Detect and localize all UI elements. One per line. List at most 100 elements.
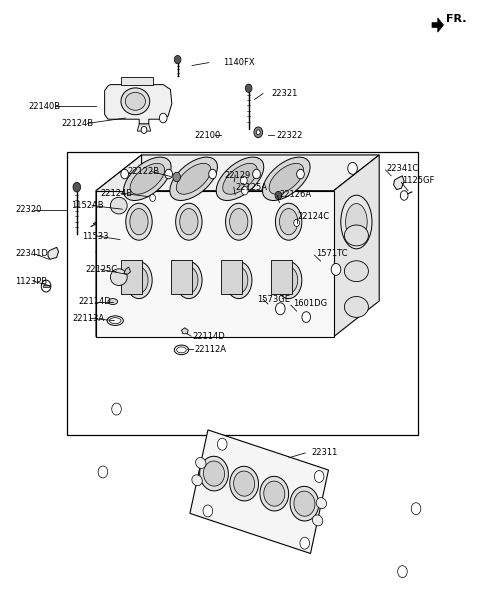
Text: 22124B: 22124B bbox=[101, 188, 133, 198]
Ellipse shape bbox=[279, 209, 298, 235]
Ellipse shape bbox=[344, 225, 369, 246]
Text: 22129: 22129 bbox=[225, 170, 251, 180]
Text: 22321: 22321 bbox=[271, 89, 298, 98]
Ellipse shape bbox=[316, 498, 326, 508]
Circle shape bbox=[245, 84, 252, 92]
Circle shape bbox=[275, 191, 282, 200]
Text: 22322: 22322 bbox=[276, 131, 302, 140]
Polygon shape bbox=[43, 285, 49, 287]
Text: 1601DG: 1601DG bbox=[293, 299, 327, 309]
Bar bbox=[121, 260, 143, 294]
Circle shape bbox=[98, 466, 108, 478]
Circle shape bbox=[241, 187, 248, 195]
Ellipse shape bbox=[125, 92, 145, 110]
Ellipse shape bbox=[176, 203, 202, 240]
Ellipse shape bbox=[341, 195, 372, 249]
Text: 1140FX: 1140FX bbox=[223, 58, 255, 67]
Text: 22125C: 22125C bbox=[85, 265, 118, 274]
Text: 22112A: 22112A bbox=[195, 344, 227, 354]
Ellipse shape bbox=[312, 515, 323, 526]
Text: 22341C: 22341C bbox=[386, 163, 419, 173]
Ellipse shape bbox=[130, 209, 148, 235]
Polygon shape bbox=[105, 85, 172, 124]
Circle shape bbox=[73, 182, 81, 192]
Text: 22341D: 22341D bbox=[15, 249, 48, 259]
Circle shape bbox=[141, 126, 147, 134]
Ellipse shape bbox=[234, 471, 255, 496]
Circle shape bbox=[254, 127, 263, 138]
Polygon shape bbox=[190, 430, 328, 554]
Text: 1571TC: 1571TC bbox=[316, 249, 348, 259]
Circle shape bbox=[300, 537, 310, 549]
Ellipse shape bbox=[170, 157, 217, 200]
Circle shape bbox=[302, 312, 311, 322]
Polygon shape bbox=[334, 155, 379, 337]
Ellipse shape bbox=[230, 466, 259, 501]
Circle shape bbox=[165, 169, 172, 179]
Circle shape bbox=[297, 169, 304, 179]
Text: 1573GE: 1573GE bbox=[257, 294, 290, 304]
Ellipse shape bbox=[290, 486, 319, 521]
Ellipse shape bbox=[180, 267, 198, 293]
Polygon shape bbox=[121, 77, 153, 85]
Circle shape bbox=[174, 55, 181, 64]
Text: 22140B: 22140B bbox=[29, 101, 61, 111]
Circle shape bbox=[400, 191, 408, 200]
Text: 22100: 22100 bbox=[194, 131, 221, 140]
Ellipse shape bbox=[110, 269, 127, 285]
Text: 22320: 22320 bbox=[15, 205, 42, 215]
Ellipse shape bbox=[294, 491, 315, 516]
Ellipse shape bbox=[264, 481, 285, 506]
Circle shape bbox=[252, 169, 260, 179]
Circle shape bbox=[294, 219, 300, 226]
Circle shape bbox=[314, 470, 324, 482]
Text: 1125GF: 1125GF bbox=[402, 176, 434, 185]
Text: FR.: FR. bbox=[446, 14, 467, 24]
Text: 22124B: 22124B bbox=[61, 119, 94, 128]
Ellipse shape bbox=[177, 163, 211, 194]
Ellipse shape bbox=[123, 157, 171, 200]
Ellipse shape bbox=[204, 461, 225, 486]
Polygon shape bbox=[124, 267, 131, 274]
Polygon shape bbox=[96, 155, 379, 191]
Text: 1123PB: 1123PB bbox=[15, 277, 48, 286]
Ellipse shape bbox=[130, 163, 165, 194]
Circle shape bbox=[203, 505, 213, 517]
Text: 22113A: 22113A bbox=[72, 313, 104, 323]
Ellipse shape bbox=[126, 203, 152, 240]
Ellipse shape bbox=[279, 267, 298, 293]
Bar bbox=[67, 152, 418, 435]
Text: 11533: 11533 bbox=[82, 231, 108, 241]
Polygon shape bbox=[394, 176, 404, 190]
Ellipse shape bbox=[226, 262, 252, 299]
Ellipse shape bbox=[121, 88, 150, 115]
Ellipse shape bbox=[229, 209, 248, 235]
Circle shape bbox=[348, 163, 357, 174]
Ellipse shape bbox=[216, 157, 264, 200]
Ellipse shape bbox=[192, 475, 202, 486]
Bar bbox=[171, 260, 192, 294]
Circle shape bbox=[41, 280, 51, 292]
Polygon shape bbox=[137, 124, 151, 131]
Text: 22114D: 22114D bbox=[192, 331, 225, 341]
Ellipse shape bbox=[229, 267, 248, 293]
Ellipse shape bbox=[276, 203, 302, 240]
Bar bbox=[221, 260, 242, 294]
Text: 1152AB: 1152AB bbox=[71, 201, 104, 210]
Ellipse shape bbox=[226, 203, 252, 240]
Circle shape bbox=[331, 263, 341, 275]
Ellipse shape bbox=[126, 262, 152, 299]
Ellipse shape bbox=[195, 458, 206, 468]
Circle shape bbox=[240, 176, 247, 185]
Ellipse shape bbox=[260, 476, 288, 511]
Ellipse shape bbox=[200, 457, 228, 491]
Circle shape bbox=[209, 169, 216, 179]
Circle shape bbox=[112, 403, 121, 415]
Text: 22126A: 22126A bbox=[279, 190, 312, 199]
Circle shape bbox=[159, 113, 167, 123]
Text: 22124C: 22124C bbox=[298, 212, 330, 222]
Circle shape bbox=[173, 172, 180, 182]
Circle shape bbox=[121, 169, 129, 179]
Ellipse shape bbox=[223, 163, 257, 194]
Polygon shape bbox=[96, 155, 142, 337]
